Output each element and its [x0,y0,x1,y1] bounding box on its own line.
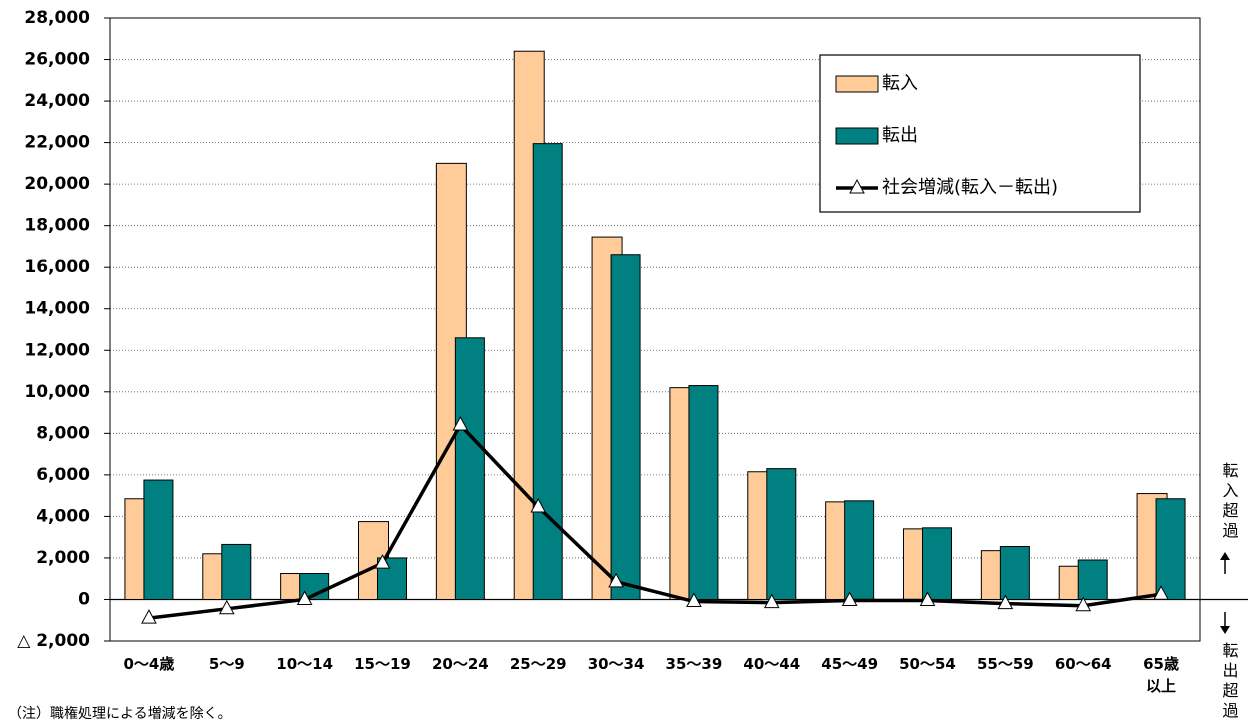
bar [922,527,952,600]
marks [124,50,1186,624]
legend-swatch [835,127,879,145]
x-tick-label: 50～54 [899,655,956,673]
inflow-annotation: 転入超過 [1220,462,1239,542]
arrow-down-head [1220,626,1230,634]
outflow-annotation: 転出超過 [1220,642,1239,722]
legend-swatch [835,75,879,93]
line-marker [530,498,547,513]
legend-label: 転出 [882,125,918,146]
line [148,422,1162,620]
bar [766,468,797,600]
x-tick-label-box: 20～24 [431,655,489,673]
arrow-up-head [1220,552,1230,560]
bar [221,543,252,600]
bar [143,479,174,600]
x-tick-label: 20～24 [431,655,489,673]
y-tick-label: 8,000 [36,423,90,443]
x-tick-label-box: 25～29 [509,655,567,673]
x-tick-label: 60～64 [1054,655,1112,673]
x-tick-label-box: 45～49 [821,655,879,673]
line-marker [141,609,157,624]
line-marker [452,415,469,431]
line-marker [841,591,858,607]
legend-label: 転入 [882,73,918,94]
bar [999,546,1030,600]
y-tick-label: △ 2,000 [17,631,90,651]
x-tick-label-box: 30～34 [587,655,645,673]
x-tick-label-box: 60～64 [1054,655,1112,673]
line-marker [763,593,780,609]
line-marker [608,572,624,588]
line-marker [686,592,702,608]
bar [688,385,719,600]
x-tick-label: 65歳 以上 [1143,655,1179,695]
x-tick-label: 15～19 [354,655,411,673]
y-tick-label: 10,000 [24,382,90,402]
x-tick-label: 45～49 [821,655,879,673]
bar [1155,498,1186,600]
y-tick-label: 26,000 [24,50,90,70]
line-marker [1153,585,1169,600]
x-tick-label-box: 35～39 [665,655,723,673]
x-tick-label: 40～44 [743,655,801,673]
line-marker [919,591,936,607]
bar [532,143,563,600]
y-tick-label: 2,000 [36,548,90,568]
x-tick-label: 35～39 [665,655,723,673]
bar [454,337,485,600]
legend-label: 社会増減(転入－転出) [882,177,1058,198]
line-marker [1075,596,1092,612]
y-tick-label: 16,000 [24,257,90,277]
x-tick-label: 0～4歳 [123,655,175,673]
x-tick-label-box: 5～9 [208,655,245,673]
x-tick-label: 55～59 [976,655,1034,673]
legend-marker [849,178,865,194]
x-tick-label: 10～14 [276,655,334,673]
y-tick-label: 6,000 [36,465,90,485]
y-tick-label: 0 [78,589,90,609]
line-marker [218,599,235,615]
y-tick-label: 24,000 [24,91,90,111]
line-marker [374,554,391,569]
bar [610,254,641,600]
x-tick-label: 30～34 [587,655,645,673]
y-tick-label: 14,000 [24,299,90,319]
x-tick-label-box: 15～19 [354,655,411,673]
bar [844,500,875,600]
x-tick-label-box: 0～4歳 [123,655,175,673]
y-tick-label: 4,000 [36,506,90,526]
line-marker [997,594,1014,610]
y-tick-label: 28,000 [24,8,90,28]
bar [1077,559,1108,600]
y-tick-label: 12,000 [24,340,90,360]
y-tick-label: 18,000 [24,216,90,236]
x-tick-label: 25～29 [509,655,567,673]
x-tick-label-box: 65歳 以上 [1143,655,1179,695]
note: （注）職権処理による増減を除く。 [8,705,232,722]
plot-frame [109,17,1201,642]
x-tick-label-box: 10～14 [276,655,334,673]
x-tick-label-box: 40～44 [743,655,801,673]
line-marker [296,590,313,605]
x-tick-label-box: 50～54 [899,655,956,673]
y-tick-label: 20,000 [24,174,90,194]
y-tick-label: 22,000 [24,133,90,153]
x-tick-label: 5～9 [208,655,245,673]
x-tick-label-box: 55～59 [976,655,1034,673]
